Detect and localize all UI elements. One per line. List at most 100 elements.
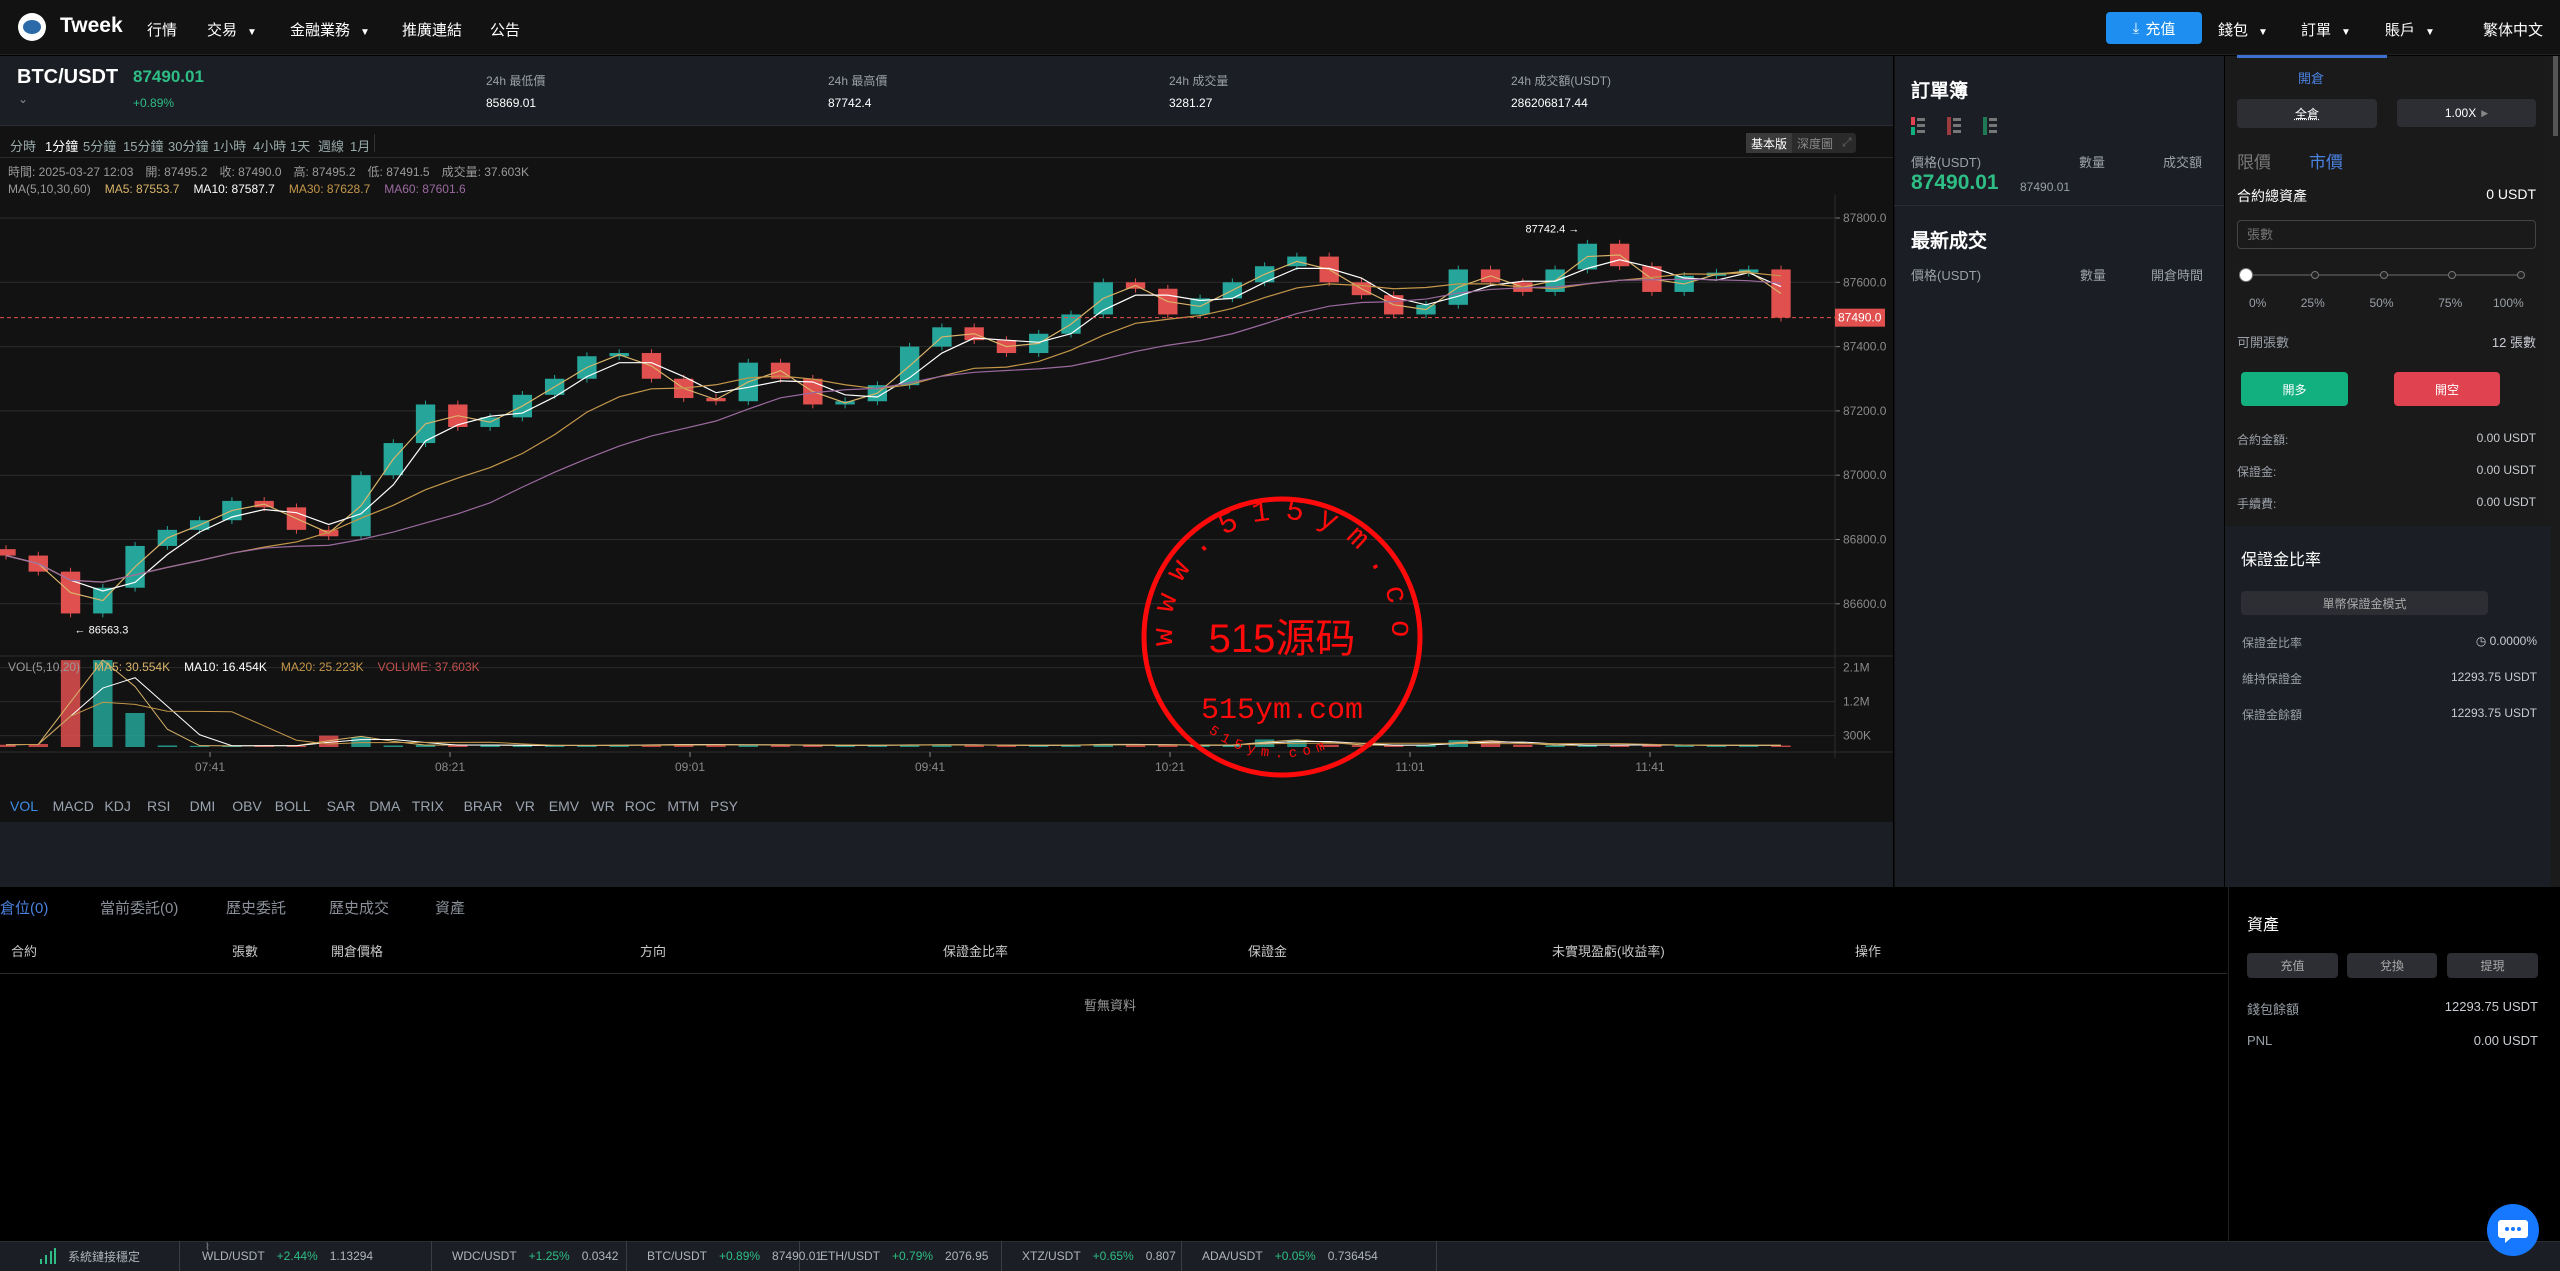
indicator-macd[interactable]: MACD: [52, 798, 94, 814]
timeframe-8[interactable]: 週線: [318, 139, 345, 154]
order-type-limit[interactable]: 限價: [2237, 153, 2271, 172]
indicator-obv[interactable]: OBV: [232, 798, 262, 814]
timeframe-6[interactable]: 4小時: [253, 139, 287, 154]
drag-handle-icon[interactable]: ⌇: [205, 1242, 210, 1253]
deposit-button[interactable]: ⤓ 充值: [2106, 12, 2202, 44]
chat-button[interactable]: [2487, 1204, 2539, 1256]
nav-referral[interactable]: 推廣連結: [402, 19, 462, 40]
view-depth[interactable]: 深度圖: [1797, 137, 1834, 151]
ticker-price: 0.0342: [581, 1249, 619, 1263]
indicator-roc[interactable]: ROC: [624, 798, 656, 814]
slider-stop-1[interactable]: [2310, 271, 2319, 279]
footer-ticker[interactable]: ETH/USDT +0.79% 2076.95: [800, 1241, 1002, 1271]
fullscreen-icon[interactable]: ⤢: [1842, 135, 1852, 149]
slider-stop-3[interactable]: [2448, 271, 2457, 279]
timeframe-0[interactable]: 分時: [10, 139, 37, 154]
timeframe-9[interactable]: 1月: [350, 139, 371, 154]
order-type-market[interactable]: 市價: [2309, 153, 2343, 172]
positions-tab-3[interactable]: 歷史成交: [329, 900, 390, 917]
candlestick-chart[interactable]: 87800.0 87600.0 87400.0 87200.0 87000.0 86800…: [0, 195, 1893, 795]
ticker-pair: WDC/USDT: [452, 1249, 517, 1263]
nav-label: 行情: [147, 22, 178, 39]
nav-wallet[interactable]: 錢包 ▼: [2218, 19, 2268, 40]
tab-open-position[interactable]: 開倉: [2298, 71, 2325, 86]
assets-convert-button[interactable]: 兌換: [2347, 953, 2437, 978]
chart-toolbar: [0, 126, 1893, 158]
nav-label: 錢包: [2218, 22, 2249, 39]
indicator-vr[interactable]: VR: [515, 798, 535, 814]
price-tick-label: 87200.0: [1843, 404, 1887, 418]
margin-mode-button[interactable]: 全倉: [2237, 99, 2377, 128]
indicator-mtm[interactable]: MTM: [667, 798, 700, 814]
connection-status: 系統鏈接穩定: [40, 1241, 180, 1271]
nav-label: 公告: [490, 22, 521, 39]
slider-stop-0[interactable]: [2239, 268, 2253, 282]
nav-trade[interactable]: 交易 ▼: [207, 19, 257, 40]
nav-orders[interactable]: 訂單 ▼: [2301, 19, 2351, 40]
language-selector[interactable]: 繁体中文: [2483, 22, 2544, 39]
timeframe-3[interactable]: 15分鐘: [123, 139, 164, 154]
trades-header-time: 開倉時間: [2151, 268, 2204, 283]
positions-tab-4[interactable]: 資產: [435, 900, 466, 917]
positions-tab-1[interactable]: 當前委託(0): [100, 900, 179, 917]
candle-info: 時間: 2025-03-27 12:03 開: 87495.2 收: 87490…: [8, 165, 529, 179]
open-short-button[interactable]: 開空: [2394, 372, 2500, 406]
volume-bar: [0, 744, 16, 747]
volume-bar: [1609, 744, 1630, 747]
margin-title: 保證金比率: [2241, 552, 2322, 569]
brand-name[interactable]: Tweek: [60, 14, 123, 37]
indicator-rsi[interactable]: RSI: [147, 798, 171, 814]
leverage-button[interactable]: 1.00X ▶: [2397, 99, 2536, 127]
symbol-title[interactable]: BTC/USDT: [17, 66, 119, 88]
indicator-kdj[interactable]: KDJ: [104, 798, 131, 814]
both-sides-icon[interactable]: [1911, 117, 1925, 135]
indicator-emv[interactable]: EMV: [548, 798, 580, 814]
open-long-button[interactable]: 開多: [2241, 372, 2348, 406]
footer-ticker[interactable]: XTZ/USDT +0.65% 0.807: [1002, 1241, 1182, 1271]
chevron-down-icon[interactable]: ⌄: [18, 92, 29, 106]
nav-account[interactable]: 賬戶 ▼: [2385, 19, 2435, 40]
nav-finance[interactable]: 金融業務 ▼: [290, 19, 370, 40]
logo-icon[interactable]: [18, 13, 46, 41]
assets-deposit-button[interactable]: 充值: [2247, 953, 2338, 978]
indicator-trix[interactable]: TRIX: [411, 798, 444, 814]
indicator-vol[interactable]: VOL: [10, 798, 39, 814]
positions-header: 合約: [11, 944, 38, 959]
footer-ticker[interactable]: WDC/USDT +1.25% 0.0342: [432, 1241, 627, 1271]
timeframe-4[interactable]: 30分鐘: [168, 139, 209, 154]
margin-mode-single[interactable]: 單幣保證金模式: [2241, 591, 2488, 615]
volume-bar: [60, 660, 81, 747]
slider-stop-2[interactable]: [2379, 271, 2388, 279]
timeframe-7[interactable]: 1天: [290, 139, 311, 154]
timeframe-2[interactable]: 5分鐘: [83, 139, 117, 154]
indicator-brar[interactable]: BRAR: [463, 798, 503, 814]
indicator-dma[interactable]: DMA: [369, 798, 401, 814]
bids-only-icon[interactable]: [1983, 117, 1997, 135]
deposit-label: 充值: [2145, 20, 2176, 38]
indicator-sar[interactable]: SAR: [326, 798, 356, 814]
indicator-wr[interactable]: WR: [591, 798, 615, 814]
indicator-psy[interactable]: PSY: [710, 798, 739, 814]
footer-ticker[interactable]: ADA/USDT +0.05% 0.736454: [1182, 1241, 1437, 1271]
margin-row-label: 維持保證金: [2242, 672, 2303, 686]
volume-bar: [835, 745, 855, 747]
asks-only-icon[interactable]: [1947, 117, 1961, 135]
positions-tab-2[interactable]: 歷史委託: [226, 900, 287, 917]
quantity-input[interactable]: [2237, 220, 2536, 249]
wallet-balance-label: 錢包餘額: [2247, 1002, 2300, 1017]
timeframe-1[interactable]: 1分鐘: [45, 139, 79, 154]
footer-ticker[interactable]: BTC/USDT +0.89% 87490.01: [627, 1241, 822, 1271]
positions-tab-0[interactable]: 倉位(0): [0, 900, 49, 917]
slider-stop-4[interactable]: [2517, 271, 2525, 279]
indicator-dmi[interactable]: DMI: [189, 798, 216, 814]
indicator-boll[interactable]: BOLL: [274, 798, 311, 814]
caret-down-icon: ▼: [2341, 27, 2351, 38]
nav-announcements[interactable]: 公告: [490, 19, 520, 40]
nav-market[interactable]: 行情: [147, 19, 177, 40]
assets-withdraw-button[interactable]: 提現: [2447, 953, 2538, 978]
timeframe-5[interactable]: 1小時: [213, 139, 247, 154]
margin-row-label: 保證金餘額: [2242, 708, 2303, 722]
scrollbar[interactable]: [2551, 56, 2560, 887]
view-basic[interactable]: 基本版: [1746, 133, 1793, 153]
footer-ticker[interactable]: WLD/USDT +2.44% 1.13294: [182, 1241, 432, 1271]
